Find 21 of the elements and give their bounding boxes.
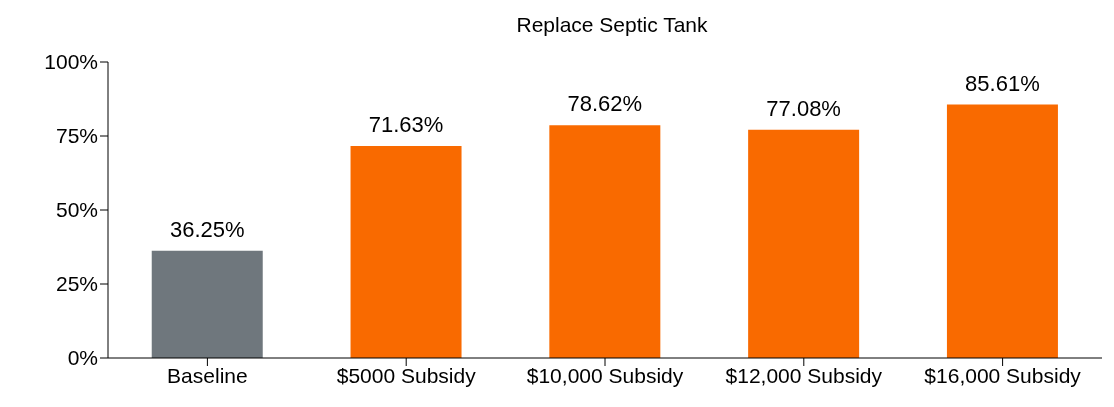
bar — [748, 129, 860, 358]
x-tick-label: $16,000 Subsidy — [924, 363, 1082, 387]
x-tick-label: $10,000 Subsidy — [526, 363, 684, 387]
y-tick-label: 25% — [55, 272, 98, 296]
y-tick-label: 75% — [55, 124, 98, 148]
chart-title: Replace Septic Tank — [515, 12, 709, 38]
bar — [350, 145, 462, 358]
data-label: 78.62% — [567, 91, 643, 117]
bar — [549, 125, 661, 358]
bar — [946, 104, 1058, 358]
data-label: 71.63% — [368, 111, 444, 137]
data-label: 77.08% — [766, 95, 841, 121]
y-tick-label: 0% — [67, 346, 98, 370]
bar — [151, 250, 263, 358]
y-tick-label: 50% — [55, 198, 98, 222]
x-tick-label: $12,000 Subsidy — [725, 363, 883, 387]
y-tick-label: 100% — [44, 50, 98, 74]
data-label: 36.25% — [169, 216, 245, 242]
data-label: 85.61% — [965, 70, 1040, 96]
x-tick-label: $5000 Subsidy — [336, 363, 477, 387]
x-tick-label: Baseline — [167, 363, 248, 387]
